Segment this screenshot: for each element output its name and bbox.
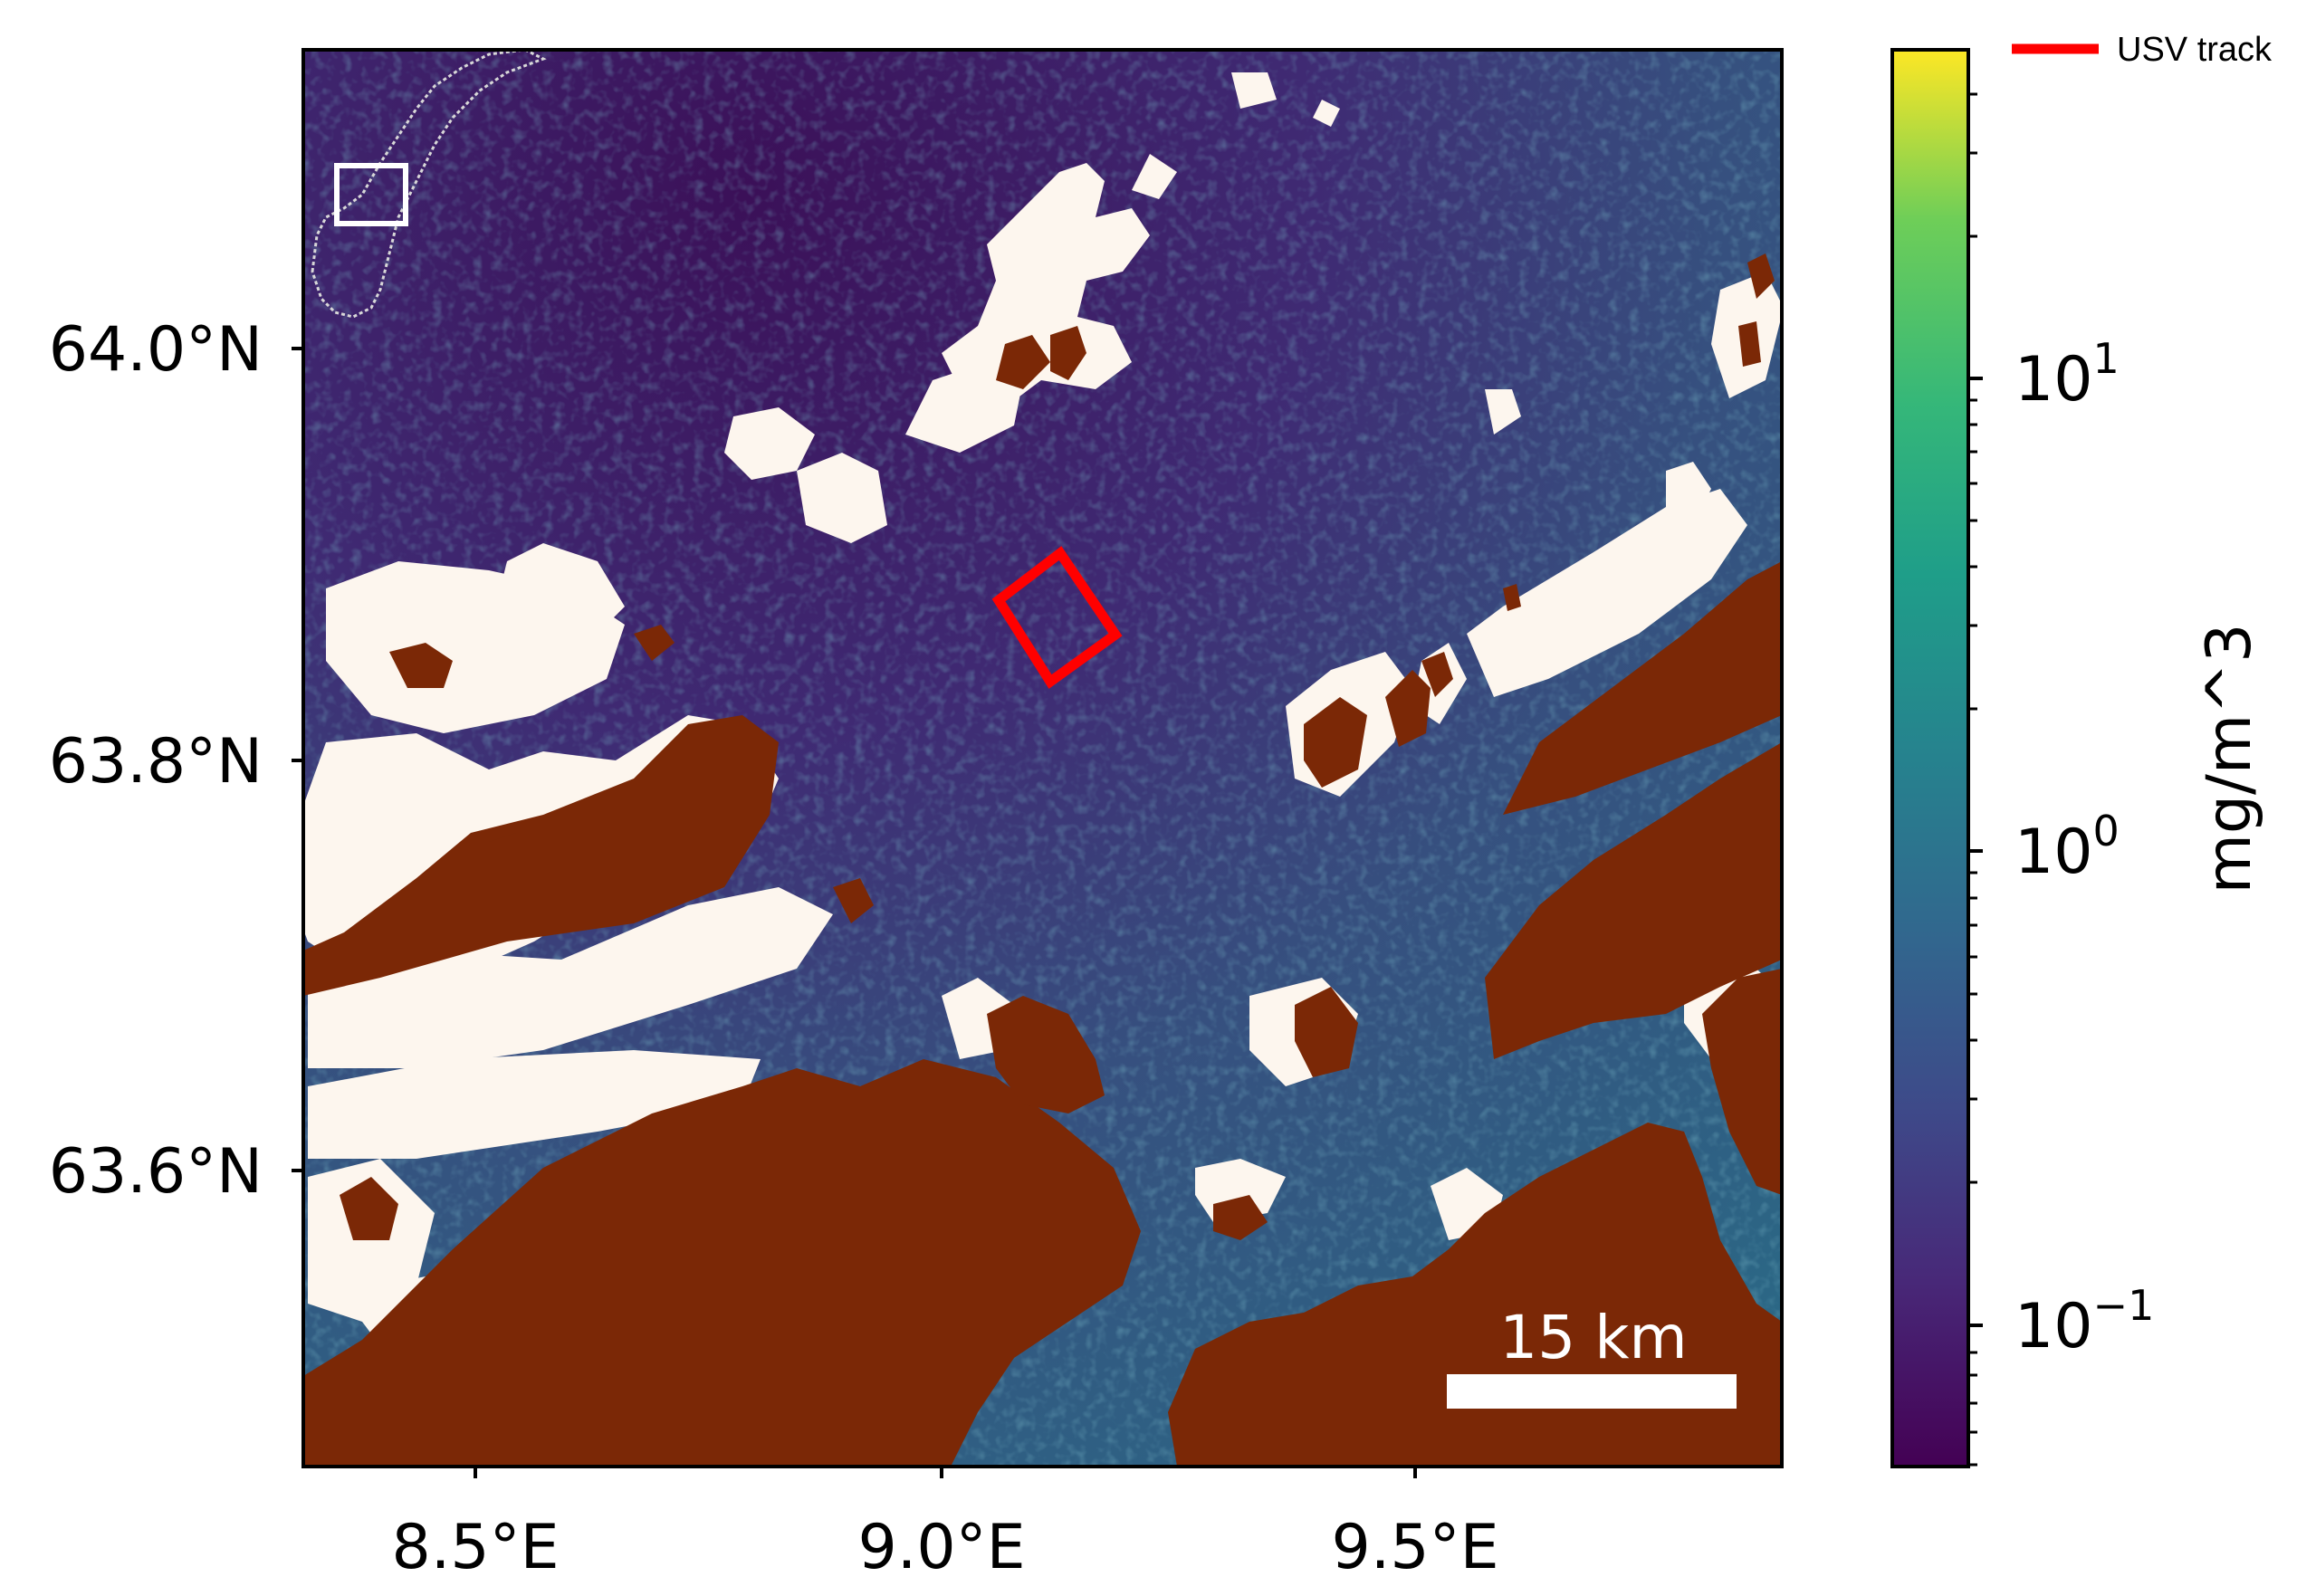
colorbar-tick-label: 100	[2015, 807, 2120, 888]
locator-inset	[311, 50, 547, 319]
colorbar-gradient	[1890, 48, 1970, 1468]
longitude-axis: 8.5°E 9.0°E 9.5°E	[391, 1467, 1499, 1583]
legend: USV track	[2012, 31, 2273, 69]
colorbar-tick-label: 101	[2015, 334, 2120, 416]
scale-bar: 15 km	[1447, 1303, 1737, 1409]
land	[303, 253, 1782, 1467]
map-panel: 15 km	[303, 50, 1782, 1467]
map-frame	[301, 48, 1784, 1468]
legend-track-label: USV track	[2117, 31, 2273, 69]
lat-tick-label: 63.6°N	[49, 1136, 263, 1208]
lon-tick-label: 9.5°E	[1331, 1512, 1498, 1583]
colorbar-unit-label: mg/m^3	[2194, 624, 2265, 894]
latitude-axis: 64.0°N 63.8°N 63.6°N	[49, 314, 303, 1208]
scale-bar-label: 15 km	[1499, 1303, 1687, 1372]
norway-outline	[311, 50, 547, 319]
scale-bar-line	[1447, 1374, 1737, 1409]
lat-tick-label: 64.0°N	[49, 314, 263, 386]
colorbar-tick-label: 10−1	[2015, 1281, 2154, 1362]
lat-tick-label: 63.8°N	[49, 726, 263, 798]
colorbar: 101 100 10−1 mg/m^3	[1890, 48, 2265, 1468]
locator-box	[334, 163, 408, 226]
lon-tick-label: 9.0°E	[857, 1512, 1025, 1583]
lon-tick-label: 8.5°E	[391, 1512, 559, 1583]
usv-track	[991, 546, 1123, 689]
